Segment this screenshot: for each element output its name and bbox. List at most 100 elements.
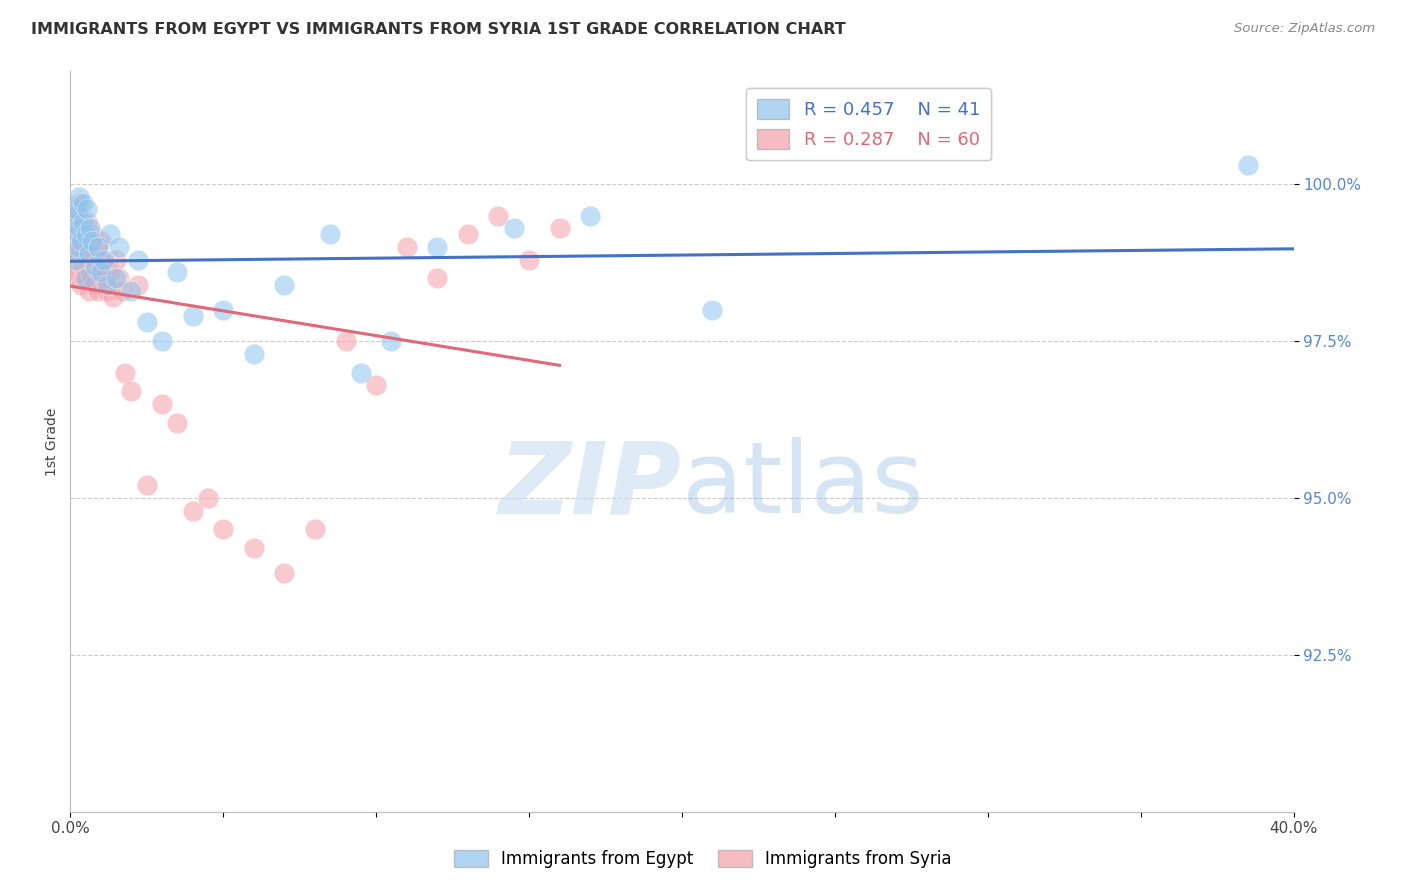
Point [108, 240, 131, 254]
Point [243, 347, 266, 361]
Point [63, 234, 86, 248]
Point [319, 227, 342, 242]
Point [127, 277, 149, 292]
Point [77, 284, 100, 298]
Point [181, 309, 204, 323]
Point [273, 277, 295, 292]
Point [80, 271, 103, 285]
Point [75, 252, 97, 267]
Point [87, 240, 110, 254]
Point [108, 271, 131, 285]
Point [121, 284, 143, 298]
Point [83, 277, 105, 292]
Point [579, 209, 602, 223]
Text: IMMIGRANTS FROM EGYPT VS IMMIGRANTS FROM SYRIA 1ST GRADE CORRELATION CHART: IMMIGRANTS FROM EGYPT VS IMMIGRANTS FROM… [31, 22, 845, 37]
Point [350, 366, 373, 380]
Point [72, 259, 94, 273]
Point [63, 202, 86, 217]
Point [76, 202, 98, 217]
Y-axis label: 1st Grade: 1st Grade [45, 408, 59, 475]
Point [426, 240, 449, 254]
Point [70, 277, 93, 292]
Point [75, 234, 97, 248]
Point [105, 271, 128, 285]
Point [517, 252, 540, 267]
Text: Source: ZipAtlas.com: Source: ZipAtlas.com [1234, 22, 1375, 36]
Point [335, 334, 357, 348]
Point [75, 227, 97, 242]
Point [93, 252, 115, 267]
Point [76, 215, 98, 229]
Point [105, 252, 128, 267]
Point [150, 397, 173, 411]
Point [166, 265, 188, 279]
Point [366, 378, 388, 392]
Point [79, 265, 101, 279]
Point [212, 302, 235, 317]
Point [426, 271, 449, 285]
Point [66, 209, 89, 223]
Point [702, 302, 724, 317]
Point [98, 265, 121, 279]
Point [135, 478, 157, 492]
Point [62, 215, 84, 229]
Point [166, 416, 188, 430]
Point [197, 491, 219, 505]
Point [89, 265, 111, 279]
Point [80, 227, 103, 242]
Point [90, 252, 112, 267]
Point [87, 240, 110, 254]
Point [93, 271, 115, 285]
Point [63, 209, 86, 223]
Point [69, 221, 91, 235]
Point [79, 221, 101, 235]
Point [69, 246, 91, 260]
Point [72, 196, 94, 211]
Point [90, 265, 112, 279]
Legend: R = 0.457    N = 41, R = 0.287    N = 60: R = 0.457 N = 41, R = 0.287 N = 60 [747, 87, 991, 161]
Point [84, 259, 107, 273]
Point [77, 246, 100, 260]
Point [62, 227, 84, 242]
Text: ZIP: ZIP [499, 437, 682, 534]
Point [82, 246, 104, 260]
Point [488, 209, 510, 223]
Point [1236, 159, 1258, 173]
Point [243, 541, 266, 556]
Point [66, 265, 89, 279]
Point [212, 522, 235, 536]
Point [77, 240, 100, 254]
Point [65, 252, 87, 267]
Point [96, 284, 118, 298]
Point [72, 221, 94, 235]
Point [70, 234, 93, 248]
Point [73, 271, 96, 285]
Point [101, 290, 124, 304]
Point [65, 221, 87, 235]
Point [90, 234, 112, 248]
Point [66, 240, 89, 254]
Point [65, 252, 87, 267]
Point [548, 221, 571, 235]
Point [121, 384, 143, 399]
Point [60, 271, 83, 285]
Point [111, 284, 134, 298]
Point [380, 334, 402, 348]
Point [273, 566, 295, 581]
Point [127, 252, 149, 267]
Point [502, 221, 524, 235]
Point [69, 227, 91, 242]
Point [72, 215, 94, 229]
Point [70, 240, 93, 254]
Point [98, 227, 121, 242]
Point [150, 334, 173, 348]
Point [83, 259, 105, 273]
Point [80, 234, 103, 248]
Point [65, 202, 87, 217]
Point [114, 366, 136, 380]
Point [75, 271, 97, 285]
Legend: Immigrants from Egypt, Immigrants from Syria: Immigrants from Egypt, Immigrants from S… [447, 843, 959, 875]
Point [62, 240, 84, 254]
Point [181, 503, 204, 517]
Point [457, 227, 479, 242]
